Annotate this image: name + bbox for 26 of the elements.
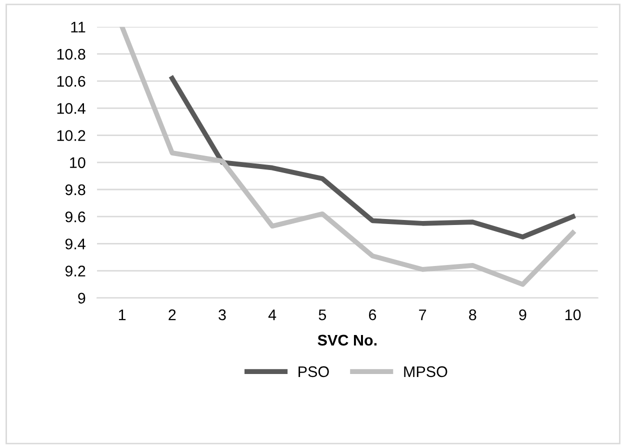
x-tick-label: 5 <box>318 310 326 320</box>
x-tick-label: 4 <box>268 310 276 320</box>
line-series <box>120 26 576 287</box>
legend-label: MPSO <box>404 366 448 378</box>
y-tick-label: 10.6 <box>57 76 86 87</box>
x-tick-label: 6 <box>369 309 376 320</box>
y-tick-label: 10 <box>70 157 86 168</box>
x-tick-label: 7 <box>419 310 426 320</box>
x-tick-label: 10 <box>565 309 581 320</box>
y-tick-label: 9 <box>78 292 86 304</box>
y-tick-label: 9.2 <box>65 266 86 276</box>
legend-label: PSO <box>298 366 329 378</box>
x-tick-label: 3 <box>218 309 226 320</box>
x-tick-label: 8 <box>469 309 476 320</box>
x-tick-label: 9 <box>519 309 526 320</box>
y-tick-label: 9.4 <box>65 238 86 250</box>
line-series <box>170 76 576 240</box>
x-axis-title: SVC No. <box>318 334 377 346</box>
y-tick-label: 10.4 <box>57 103 86 114</box>
y-tick-label: 9.6 <box>65 211 86 222</box>
y-tick-label: 10.2 <box>57 130 86 141</box>
x-tick-label: 2 <box>168 309 176 320</box>
y-tick-label: 11 <box>71 22 86 32</box>
x-tick-label: 1 <box>118 310 126 320</box>
y-tick-label: 10.8 <box>57 48 86 60</box>
y-tick-label: 9.8 <box>65 184 86 196</box>
